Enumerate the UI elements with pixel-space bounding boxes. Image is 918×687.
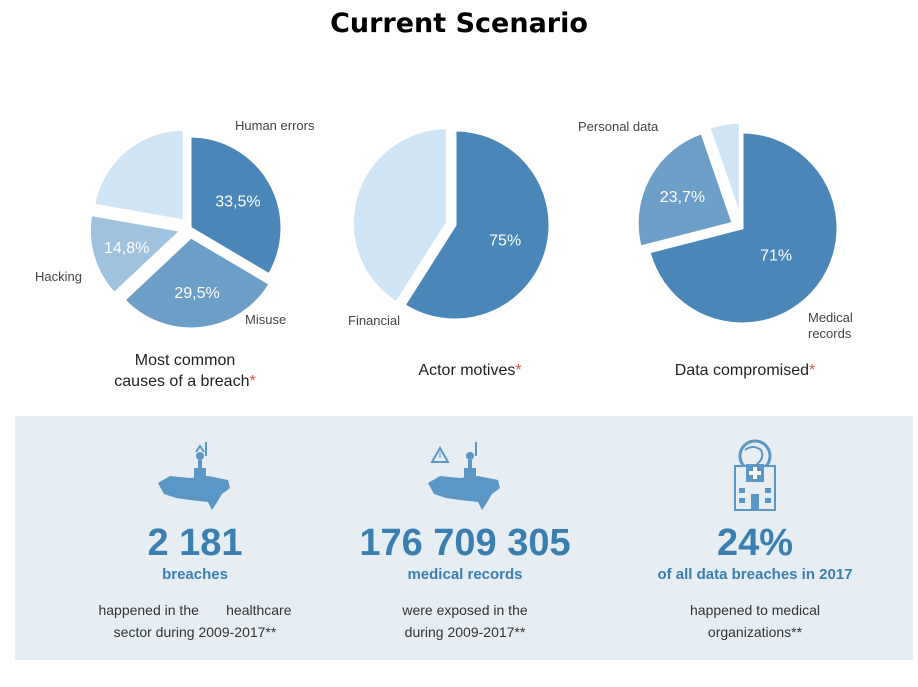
pie-slice-2-1 [635, 130, 736, 249]
caption-causes-mark: * [249, 373, 256, 390]
stat-breaches-desc-line2: sector during 2009-2017** [113, 624, 277, 640]
pie-name-label-1-0: Financial [348, 313, 400, 328]
stat-records-value: 176 709 305 [359, 522, 571, 564]
pie-name-label-2-2: Personal data [578, 119, 659, 134]
caption-motives: Actor motives* [370, 360, 570, 381]
pie-slice-0-2 [87, 212, 185, 296]
caption-data: Data compromised* [635, 360, 855, 381]
pie-value-label-0-1: 29,5% [174, 285, 219, 302]
pie-slice-1-0 [402, 128, 552, 322]
stat-percent-desc: happened to medical organizations** [605, 599, 905, 643]
pie-name-label-0-2: Hacking [35, 269, 82, 284]
pie-name-label-2-0: Medical records [808, 310, 853, 341]
pie-chart-1: 75% Financial [348, 126, 552, 328]
pie-slice-0-3 [91, 127, 186, 223]
pie-name-label-0-0: Human errors [235, 118, 315, 133]
pie-value-label-1-0: 75% [489, 233, 521, 250]
pie-slice-2-0 [647, 130, 840, 326]
pie-slice-1-1 [350, 126, 449, 306]
stat-percent-label: of all data breaches in 2017 [657, 566, 853, 583]
stat-percent-value: 24% [716, 522, 794, 564]
pie-slice-0-1 [121, 235, 273, 331]
stat-breaches-desc-line1: happened in the healthcare [98, 602, 292, 618]
usa-warning-icon [420, 438, 510, 517]
stat-records-desc: were exposed in the during 2009-2017** [315, 599, 615, 643]
caption-causes-line1: Most common [134, 352, 236, 369]
stat-records-desc-line1: were exposed in the [402, 602, 528, 618]
stat-breaches-desc: happened in the healthcare sector during… [45, 599, 345, 643]
page-title: Current Scenario [330, 8, 588, 39]
stat-breaches-value: 2 181 [147, 522, 243, 564]
pie-value-label-2-0: 71% [760, 247, 792, 264]
pie-name-label-0-1: Misuse [245, 312, 286, 327]
stat-breaches-label: breaches [162, 566, 228, 583]
pie-value-label-0-2: 14,8% [104, 240, 149, 257]
caption-data-text: Data compromised [674, 362, 810, 379]
pie-chart-0: 33,5% Human errors 29,5% Misuse 14,8% Hacking [35, 118, 315, 331]
pie-charts: 33,5% Human errors 29,5% Misuse 14,8% Hacking… [35, 118, 853, 341]
pie-value-label-0-0: 33,5% [215, 194, 260, 211]
caption-data-mark: * [809, 362, 816, 379]
stat-records-desc-line2: during 2009-2017** [404, 624, 526, 640]
stats-panel: 2 181 breaches happened in the healthcar… [15, 416, 913, 660]
caption-motives-text: Actor motives [418, 362, 516, 379]
stat-percent-desc-line1: happened to medical [690, 602, 820, 618]
pie-value-label-2-1: 23,7% [660, 189, 705, 206]
caption-causes-line2: causes of a breach [114, 373, 250, 390]
stat-percent-desc-line2: organizations** [707, 624, 803, 640]
usa-statue-of-liberty-icon [150, 438, 240, 517]
pie-slice-2-2 [707, 120, 742, 219]
stat-records-label: medical records [407, 566, 523, 583]
caption-motives-mark: * [515, 362, 522, 379]
pie-chart-2: 71% Medical records 23,7% Personal data [578, 119, 853, 341]
pie-slice-0-0 [188, 134, 284, 277]
caption-causes: Most common causes of a breach* [85, 350, 285, 392]
hospital-globe-icon [725, 438, 785, 517]
